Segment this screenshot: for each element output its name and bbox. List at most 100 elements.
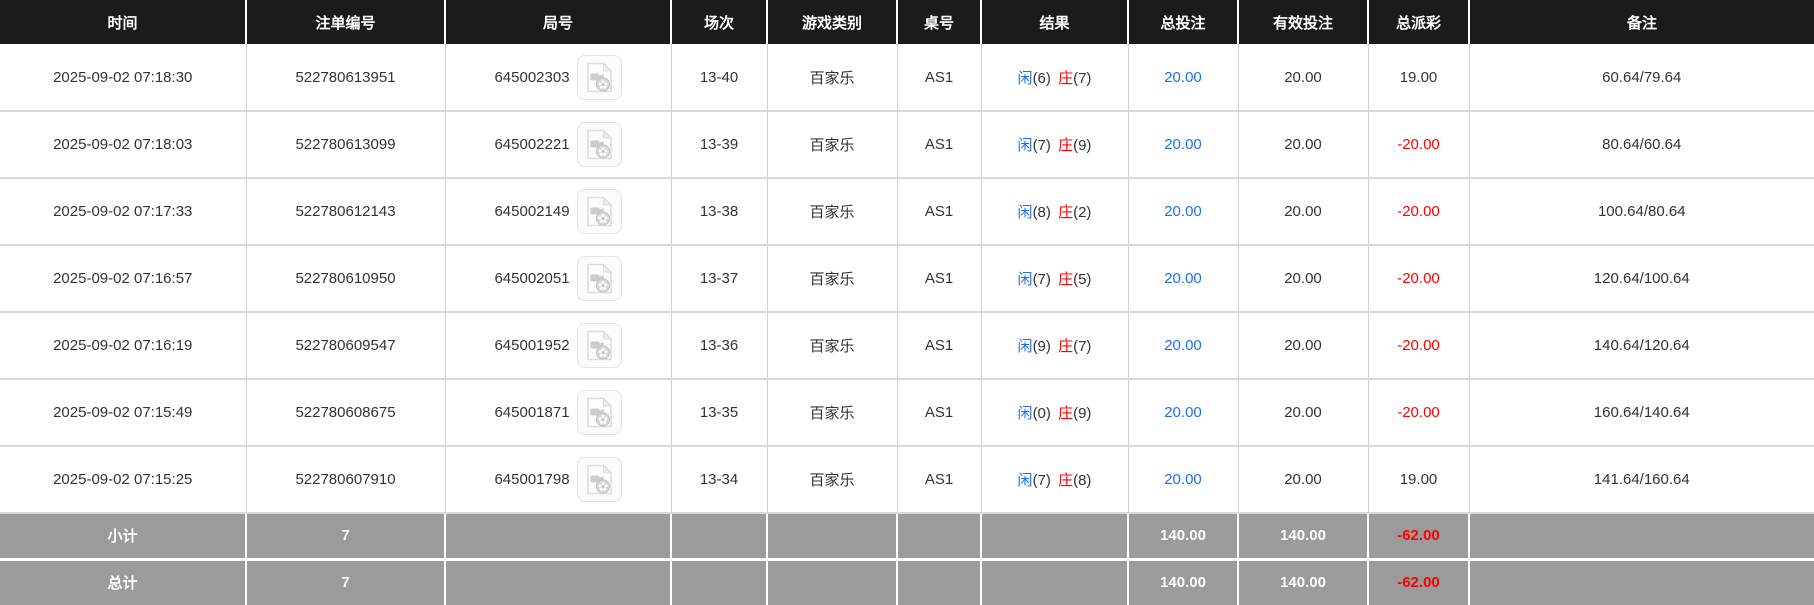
subtotal-empty-session [671,513,768,561]
video-file-icon [586,397,612,428]
cell-table-no: AS1 [897,44,982,112]
result-banker-label: 庄 [1058,137,1074,154]
round-number: 645002149 [494,203,570,220]
cell-valid-bet: 20.00 [1238,446,1369,514]
result-player-score: (9) [1032,338,1051,355]
total-valid-bet: 140.00 [1238,559,1369,605]
cell-session: 13-40 [671,44,768,112]
col-header-time: 时间 [0,0,247,44]
cell-round-no: 645002221 [445,111,672,179]
cell-payout: -20.00 [1368,312,1470,380]
round-number: 645002303 [494,68,570,86]
result-banker-score: (8) [1073,472,1092,489]
cell-game-type: 百家乐 [767,379,898,447]
cell-remark: 140.64/120.64 [1469,312,1814,380]
subtotal-empty-round [445,513,672,561]
cell-bet-id: 522780612143 [246,178,446,246]
cell-remark: 120.64/100.64 [1469,245,1814,313]
cell-remark: 141.64/160.64 [1469,446,1814,514]
cell-total-bet[interactable]: 20.00 [1128,312,1239,380]
cell-total-bet[interactable]: 20.00 [1128,245,1239,313]
total-label: 总计 [0,559,247,605]
result-player-label: 闲 [1017,405,1033,422]
cell-table-no: AS1 [897,312,982,380]
result-player-label: 闲 [1017,271,1033,288]
video-file-icon [586,330,612,361]
col-header-round-no: 局号 [445,0,672,44]
col-header-valid-bet: 有效投注 [1238,0,1369,44]
result-banker-score: (9) [1073,137,1092,154]
total-empty-session [671,559,768,605]
result-banker-label: 庄 [1058,405,1074,422]
table-row: 2025-09-02 07:16:19 522780609547 6450019… [0,312,1814,380]
video-replay-button[interactable] [576,323,622,368]
cell-total-bet[interactable]: 20.00 [1128,379,1239,447]
round-number: 645002051 [494,270,570,287]
cell-total-bet[interactable]: 20.00 [1128,446,1239,514]
cell-result: 闲(7) 庄(8) [981,446,1129,514]
total-count: 7 [246,559,446,605]
video-replay-button[interactable] [576,122,622,167]
cell-payout: -20.00 [1368,245,1470,313]
cell-payout: -20.00 [1368,379,1470,447]
cell-valid-bet: 20.00 [1238,312,1369,380]
cell-result: 闲(9) 庄(7) [981,312,1129,380]
video-replay-button[interactable] [576,54,622,100]
cell-session: 13-35 [671,379,768,447]
result-player-label: 闲 [1017,137,1033,154]
video-replay-button[interactable] [576,256,622,301]
cell-game-type: 百家乐 [767,245,898,313]
subtotal-empty-table-no [897,513,982,561]
table-body: 2025-09-02 07:18:30 522780613951 6450023… [0,44,1814,514]
cell-remark: 160.64/140.64 [1469,379,1814,447]
result-banker-score: (5) [1073,271,1092,288]
table-row: 2025-09-02 07:15:25 522780607910 6450017… [0,446,1814,514]
col-header-table-no: 桌号 [897,0,982,44]
cell-result: 闲(6) 庄(7) [981,44,1129,112]
result-banker-label: 庄 [1058,271,1074,288]
cell-session: 13-34 [671,446,768,514]
cell-time: 2025-09-02 07:15:25 [0,446,247,514]
col-header-bet-id: 注单编号 [246,0,446,44]
cell-total-bet[interactable]: 20.00 [1128,111,1239,179]
cell-round-no: 645002149 [445,178,672,246]
cell-game-type: 百家乐 [767,178,898,246]
cell-game-type: 百家乐 [767,111,898,179]
cell-table-no: AS1 [897,245,982,313]
cell-table-no: AS1 [897,111,982,179]
subtotal-remark [1469,513,1814,561]
result-player-score: (0) [1032,405,1051,422]
cell-table-no: AS1 [897,446,982,514]
video-replay-button[interactable] [576,390,622,435]
cell-table-no: AS1 [897,178,982,246]
result-banker-score: (9) [1073,405,1092,422]
cell-time: 2025-09-02 07:16:19 [0,312,247,380]
result-banker-score: (2) [1073,204,1092,221]
video-replay-button[interactable] [576,457,622,502]
cell-table-no: AS1 [897,379,982,447]
cell-result: 闲(7) 庄(9) [981,111,1129,179]
cell-round-no: 645001871 [445,379,672,447]
cell-bet-id: 522780607910 [246,446,446,514]
result-banker-label: 庄 [1058,472,1074,489]
cell-game-type: 百家乐 [767,446,898,514]
cell-valid-bet: 20.00 [1238,178,1369,246]
cell-round-no: 645001798 [445,446,672,514]
cell-time: 2025-09-02 07:16:57 [0,245,247,313]
total-empty-table-no [897,559,982,605]
video-file-icon [586,196,612,227]
result-player-label: 闲 [1017,472,1033,489]
result-player-label: 闲 [1017,204,1033,221]
subtotal-empty-result [981,513,1129,561]
cell-total-bet[interactable]: 20.00 [1128,44,1239,112]
cell-session: 13-39 [671,111,768,179]
cell-total-bet[interactable]: 20.00 [1128,178,1239,246]
cell-remark: 60.64/79.64 [1469,44,1814,112]
cell-session: 13-38 [671,178,768,246]
cell-payout: 19.00 [1368,44,1470,112]
result-player-label: 闲 [1017,69,1033,87]
video-replay-button[interactable] [576,189,622,234]
result-banker-score: (7) [1073,69,1092,87]
cell-payout: -20.00 [1368,111,1470,179]
result-player-score: (8) [1032,204,1051,221]
